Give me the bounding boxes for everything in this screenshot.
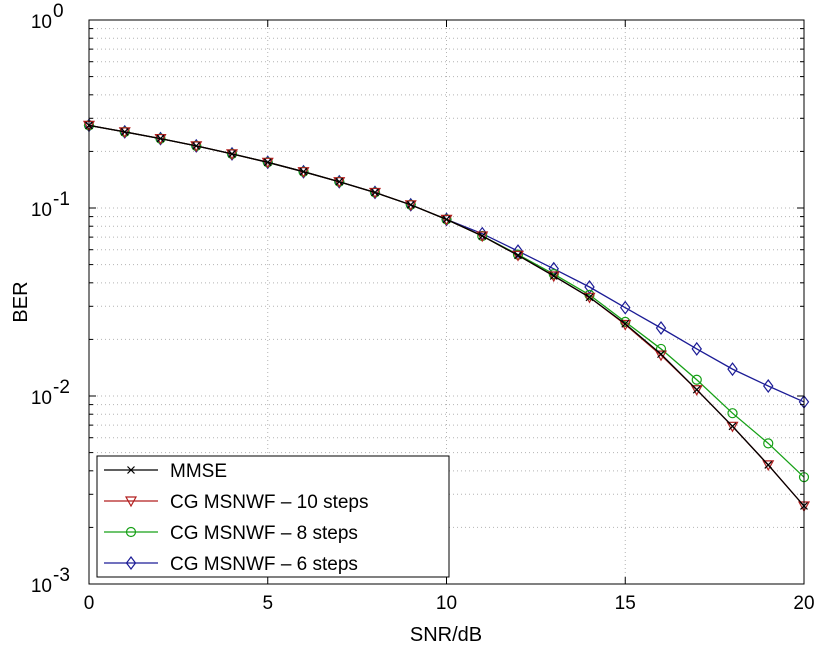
y-tick-label: 10 bbox=[31, 12, 52, 33]
y-tick-exponent: -2 bbox=[53, 377, 70, 398]
marker-circle bbox=[763, 438, 774, 449]
y-tick-exponent: 0 bbox=[53, 1, 64, 22]
marker-x bbox=[371, 188, 379, 197]
series-0 bbox=[85, 121, 808, 510]
series-layer bbox=[82, 118, 811, 513]
marker-diamond bbox=[763, 379, 774, 394]
marker-x bbox=[335, 177, 344, 186]
y-tick-exponent: -1 bbox=[53, 189, 70, 210]
legend-label: MMSE bbox=[170, 461, 227, 482]
x-tick-label: 20 bbox=[793, 593, 814, 614]
marker-triangle bbox=[726, 421, 739, 433]
marker-triangle bbox=[619, 319, 632, 331]
marker-diamond bbox=[125, 556, 137, 570]
marker-triangle bbox=[654, 350, 668, 362]
x-tick-label: 15 bbox=[615, 593, 636, 614]
legend: MMSE CG MSNWF – 10 steps CG MSNWF – 8 step… bbox=[96, 455, 450, 578]
marker-circle bbox=[691, 374, 702, 385]
marker-x bbox=[514, 251, 522, 260]
marker-x bbox=[228, 149, 236, 158]
marker-diamond bbox=[620, 300, 631, 315]
x-axis-label: SNR/dB bbox=[410, 624, 482, 646]
legend-entry: CG MSNWF – 8 steps bbox=[104, 523, 358, 544]
marker-diamond bbox=[655, 320, 667, 335]
marker-x bbox=[299, 167, 308, 176]
y-tick-label: 10 bbox=[31, 200, 52, 221]
marker-x bbox=[406, 200, 415, 209]
marker-x bbox=[728, 422, 737, 431]
marker-triangle bbox=[762, 460, 775, 472]
marker-triangle bbox=[476, 231, 489, 243]
marker-x bbox=[621, 319, 630, 328]
marker-circle bbox=[125, 526, 137, 538]
marker-x bbox=[156, 134, 165, 143]
marker-x bbox=[585, 293, 594, 302]
legend-label: CG MSNWF – 10 steps bbox=[170, 492, 369, 513]
x-tick-label: 10 bbox=[436, 593, 457, 614]
marker-diamond bbox=[512, 244, 524, 259]
marker-x bbox=[442, 215, 451, 224]
legend-entry: MMSE bbox=[104, 461, 227, 482]
x-tick-label: 5 bbox=[262, 593, 273, 614]
marker-diamond bbox=[727, 362, 738, 377]
y-tick-label: 10 bbox=[31, 388, 52, 409]
marker-triangle bbox=[583, 292, 596, 304]
marker-triangle bbox=[124, 496, 138, 508]
marker-circle bbox=[727, 408, 738, 419]
marker-x bbox=[192, 141, 201, 150]
legend-label: CG MSNWF – 6 steps bbox=[170, 554, 358, 575]
marker-x bbox=[764, 460, 773, 469]
marker-x bbox=[263, 158, 272, 167]
marker-triangle bbox=[690, 385, 703, 396]
legend-entry: CG MSNWF – 6 steps bbox=[104, 554, 358, 575]
marker-x bbox=[120, 127, 129, 136]
marker-diamond bbox=[691, 341, 702, 356]
legend-entry: CG MSNWF – 10 steps bbox=[104, 492, 369, 513]
y-axis-label: BER bbox=[10, 281, 32, 322]
legend-box bbox=[96, 455, 450, 578]
marker-triangle bbox=[547, 271, 560, 283]
marker-x bbox=[549, 272, 558, 280]
marker-triangle bbox=[511, 250, 525, 262]
y-tick-label: 10 bbox=[31, 576, 52, 597]
marker-x bbox=[478, 232, 487, 240]
x-tick-label: 0 bbox=[84, 593, 95, 614]
legend-label: CG MSNWF – 8 steps bbox=[170, 523, 358, 544]
marker-x bbox=[127, 466, 135, 474]
marker-x bbox=[657, 350, 665, 359]
marker-x bbox=[692, 385, 701, 394]
y-tick-exponent: -3 bbox=[53, 565, 70, 586]
